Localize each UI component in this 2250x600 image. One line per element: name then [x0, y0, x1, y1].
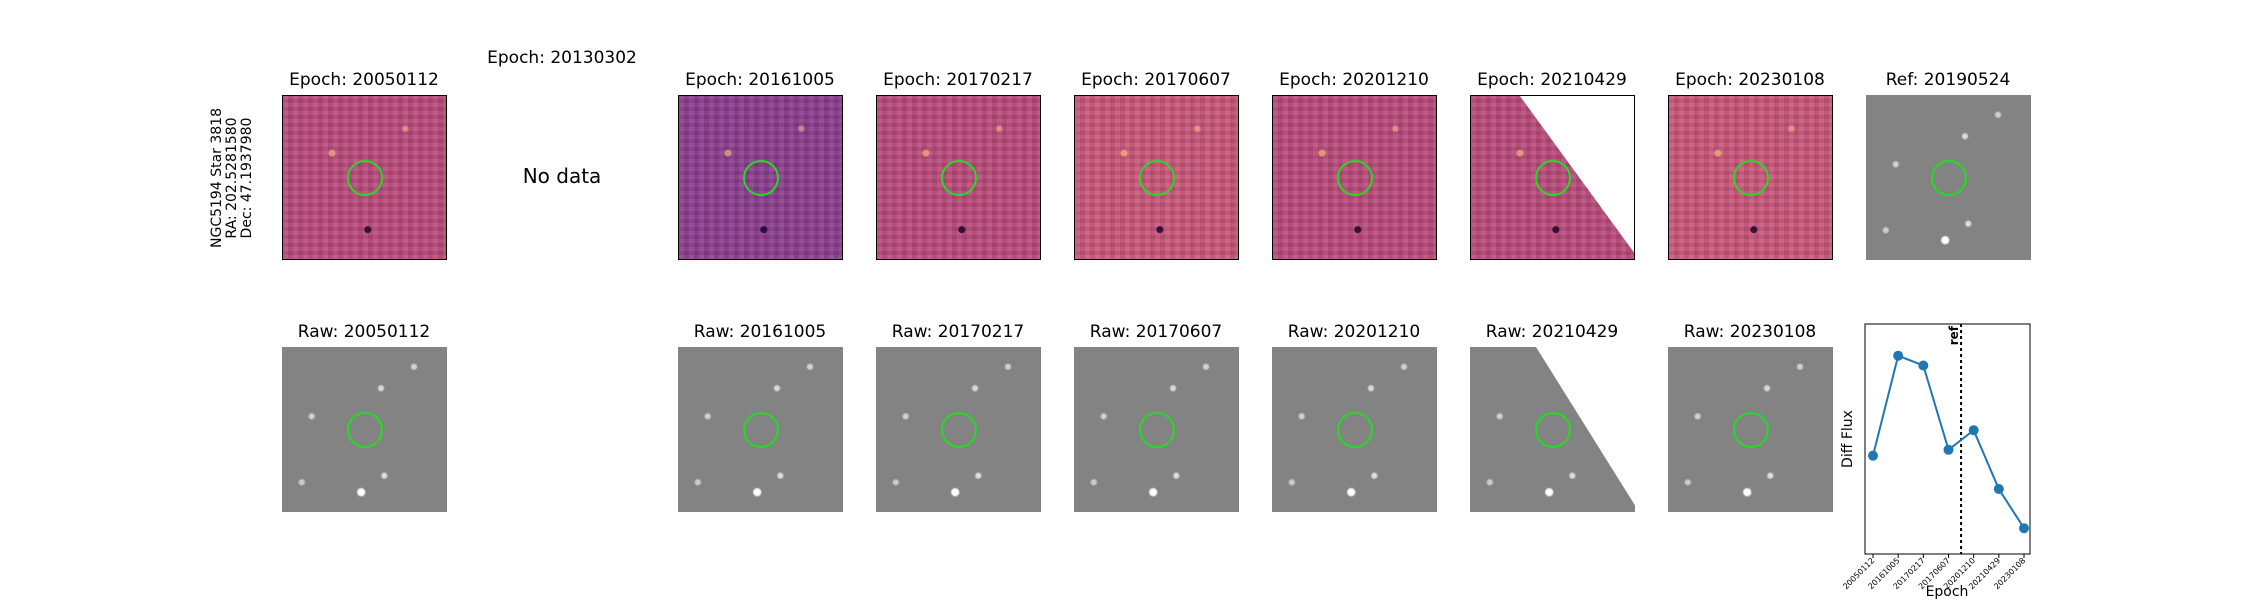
y-axis-label: Diff Flux	[1840, 410, 1856, 468]
diff-image-4	[1074, 95, 1239, 260]
data-point	[1868, 450, 1878, 461]
star-name: NGC5194 Star 3818	[209, 108, 225, 248]
series-group	[1868, 350, 2029, 534]
raw-image-3	[876, 347, 1041, 512]
epoch-title-7: Epoch: 20230108	[1675, 70, 1825, 90]
target-circle	[742, 411, 779, 448]
epoch-title-3: Epoch: 20170217	[883, 70, 1033, 90]
target-circle	[1930, 159, 1967, 196]
data-point	[1968, 425, 1979, 436]
target-circle	[1732, 411, 1769, 448]
diff-image-2	[678, 95, 843, 260]
raw-title-6: Raw: 20210429	[1485, 322, 1619, 342]
epoch-title-2: Epoch: 20161005	[685, 70, 835, 90]
raw-image-5	[1272, 347, 1437, 512]
target-circle	[1138, 411, 1175, 448]
raw-image-4	[1074, 347, 1239, 512]
target-circle	[1138, 159, 1175, 196]
data-point	[1918, 360, 1929, 371]
raw-image-2	[678, 347, 843, 512]
target-circle	[940, 159, 977, 196]
target-circle	[742, 159, 779, 196]
target-circle	[1534, 411, 1571, 448]
raw-title-7: Raw: 20230108	[1683, 322, 1817, 342]
target-circle	[1336, 159, 1373, 196]
target-circle	[346, 411, 383, 448]
epoch-title-4: Epoch: 20170607	[1081, 70, 1231, 90]
target-circle	[1534, 159, 1571, 196]
diff-image-1	[282, 95, 447, 260]
raw-image-6	[1470, 347, 1635, 512]
no-data-text: No data	[522, 164, 602, 188]
diff-image-5	[1272, 95, 1437, 260]
light-curve-chart: ref 200501122016100520170217201706072020…	[1840, 323, 2031, 600]
raw-title-4: Raw: 20170607	[1089, 322, 1223, 342]
data-point	[1993, 484, 2004, 494]
diff-image-7	[1668, 95, 1833, 260]
raw-title-1: Raw: 20050112	[297, 322, 431, 342]
data-point	[1893, 350, 1904, 361]
data-point	[1943, 444, 1954, 455]
diff-image-6	[1470, 95, 1635, 260]
data-point	[2019, 523, 2029, 534]
target-circle	[940, 411, 977, 448]
target-circle	[1336, 411, 1373, 448]
star-ra: RA: 202.5281580	[224, 117, 240, 239]
ref-label: ref	[1947, 325, 1961, 345]
ref-image	[1866, 95, 2031, 260]
raw-image-1	[282, 347, 447, 512]
plot-frame	[1864, 323, 2031, 555]
epoch-title-1: Epoch: 20050112	[289, 70, 439, 90]
diff-image-3	[876, 95, 1041, 260]
epoch-title-6: Epoch: 20210429	[1477, 70, 1627, 90]
epoch-title-nodata: Epoch: 20130302	[487, 48, 637, 68]
ref-title: Ref: 20190524	[1885, 70, 2011, 90]
raw-title-3: Raw: 20170217	[891, 322, 1025, 342]
raw-title-2: Raw: 20161005	[693, 322, 827, 342]
raw-image-7	[1668, 347, 1833, 512]
target-circle	[1732, 159, 1769, 196]
epoch-title-5: Epoch: 20201210	[1279, 70, 1429, 90]
raw-title-5: Raw: 20201210	[1287, 322, 1421, 342]
star-dec: Dec: 47.1937980	[239, 117, 255, 239]
target-circle	[346, 159, 383, 196]
x-axis-label: Epoch	[1926, 584, 1969, 600]
series-line	[1872, 354, 2025, 529]
